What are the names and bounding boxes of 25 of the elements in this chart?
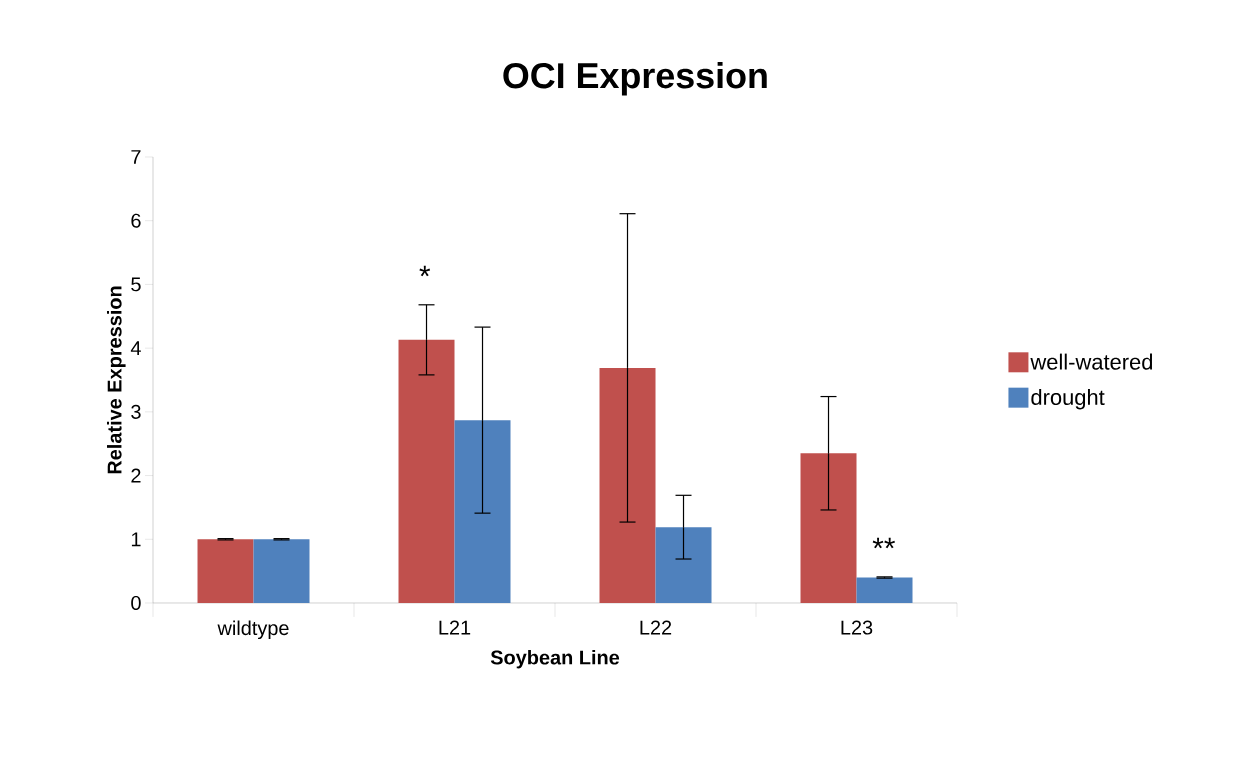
annotation: ** bbox=[872, 537, 896, 549]
legend-label: well-watered bbox=[1030, 353, 1153, 370]
y-tick-label: 2 bbox=[131, 468, 141, 483]
y-tick-label: 4 bbox=[130, 341, 141, 355]
y-tick-label: 0 bbox=[131, 595, 141, 611]
bar bbox=[398, 339, 455, 603]
x-axis-title: Soybean Line bbox=[490, 649, 620, 669]
y-tick-label: 5 bbox=[131, 277, 141, 292]
bar bbox=[800, 453, 857, 603]
annotation: * bbox=[419, 265, 431, 277]
y-tick-label: 1 bbox=[131, 532, 141, 547]
x-tick-label: L21 bbox=[439, 620, 471, 635]
x-tick-label: L23 bbox=[841, 620, 873, 635]
legend-label: drought bbox=[1031, 388, 1105, 410]
chart-title: OCI Expression bbox=[503, 62, 767, 96]
y-tick-label: 3 bbox=[131, 404, 141, 419]
bar bbox=[655, 527, 712, 603]
y-tick-label: 7 bbox=[131, 150, 141, 164]
bar bbox=[856, 577, 913, 603]
x-tick-label: wildtype bbox=[217, 620, 289, 640]
bar bbox=[197, 539, 254, 603]
y-tick-label: 6 bbox=[131, 213, 141, 228]
bar bbox=[253, 539, 310, 603]
x-tick-label: L22 bbox=[640, 620, 672, 635]
y-axis-title: Relative Expression bbox=[107, 286, 126, 474]
